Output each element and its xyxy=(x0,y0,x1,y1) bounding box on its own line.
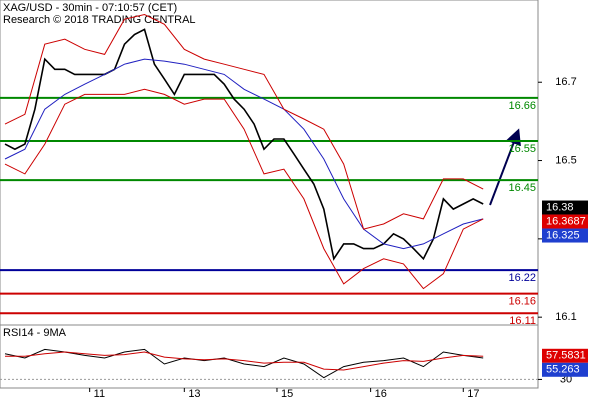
price-panel xyxy=(0,0,539,326)
level-label: 16.45 xyxy=(508,182,536,194)
rsi-title: RSI14 - 9MA xyxy=(3,327,67,339)
value-tag-label: 16.38 xyxy=(546,201,574,213)
value-tag xyxy=(542,200,588,215)
series-line xyxy=(4,58,484,250)
series-line xyxy=(4,88,484,290)
value-tag-label: 16.325 xyxy=(546,229,580,241)
y-tick-label: 16.5 xyxy=(555,154,576,166)
x-tick-label: 15 xyxy=(281,388,293,400)
series-line xyxy=(4,348,484,379)
level-label: 16.16 xyxy=(508,296,536,308)
series-line xyxy=(5,351,484,371)
x-tick-label: 17 xyxy=(467,388,479,400)
value-tag-label: 16.3687 xyxy=(546,215,586,227)
y-tick-label: 16.1 xyxy=(555,311,576,323)
value-tag-label: 55.263 xyxy=(546,364,580,376)
forecast-arrow xyxy=(489,128,521,206)
series-line xyxy=(4,28,484,261)
x-tick-label: 13 xyxy=(188,388,200,400)
x-tick-label: 11 xyxy=(94,388,105,400)
chart-title: XAG/USD - 30min - 07:10:57 (CET) xyxy=(3,2,177,14)
series-line xyxy=(4,13,484,230)
value-tag-label: 57.5831 xyxy=(546,350,586,362)
value-tag xyxy=(542,362,588,377)
value-tag xyxy=(542,214,588,229)
chart-subtitle: Research © 2018 TRADING CENTRAL xyxy=(3,14,196,26)
level-label: 16.55 xyxy=(508,143,536,155)
level-label: 16.66 xyxy=(508,100,536,112)
value-tag xyxy=(542,348,588,363)
value-tag xyxy=(542,228,588,243)
level-label: 16.22 xyxy=(508,272,536,284)
x-tick-label: 16 xyxy=(375,388,387,400)
level-label: 16.11 xyxy=(509,315,536,327)
y-tick-label: 16.7 xyxy=(555,76,576,88)
